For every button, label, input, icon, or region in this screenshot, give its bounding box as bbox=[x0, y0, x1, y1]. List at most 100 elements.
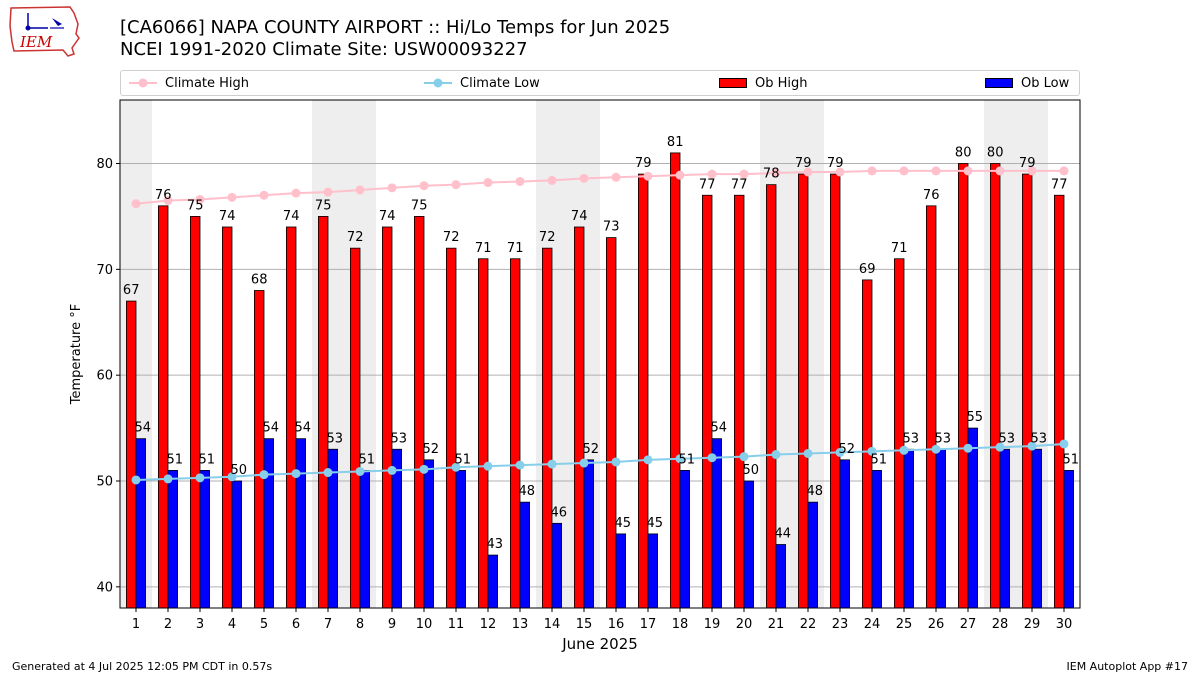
point-climate-low bbox=[547, 459, 557, 469]
y-tick-label: 70 bbox=[96, 263, 113, 278]
data-label-ob-high: 75 bbox=[411, 198, 428, 213]
x-tick-label: 2 bbox=[164, 617, 172, 632]
data-label-ob-low: 52 bbox=[423, 442, 440, 457]
x-tick-label: 30 bbox=[1056, 617, 1073, 632]
data-label-ob-high: 79 bbox=[827, 156, 844, 171]
data-label-ob-low: 54 bbox=[263, 421, 280, 436]
x-tick-label: 18 bbox=[672, 617, 689, 632]
point-climate-high bbox=[291, 188, 301, 198]
point-climate-low bbox=[131, 475, 141, 485]
data-label-ob-high: 68 bbox=[251, 273, 268, 288]
bar-ob-high bbox=[926, 205, 937, 609]
data-label-ob-high: 74 bbox=[283, 209, 300, 224]
x-tick-label: 3 bbox=[196, 617, 204, 632]
data-label-ob-low: 48 bbox=[807, 484, 824, 499]
footer-app: IEM Autoplot App #17 bbox=[1066, 660, 1189, 673]
bar-ob-high bbox=[574, 226, 585, 609]
bar-ob-low bbox=[295, 438, 307, 609]
x-tick-label: 14 bbox=[544, 617, 561, 632]
data-label-ob-low: 51 bbox=[679, 452, 696, 467]
point-climate-low bbox=[739, 452, 749, 462]
point-climate-high bbox=[771, 168, 781, 178]
data-label-ob-low: 51 bbox=[455, 452, 472, 467]
point-climate-high bbox=[259, 190, 269, 200]
point-climate-high bbox=[163, 196, 173, 206]
legend-item-climate-low: Climate Low bbox=[424, 74, 540, 92]
bar-ob-low bbox=[135, 438, 147, 609]
x-tick-label: 26 bbox=[928, 617, 945, 632]
x-tick-label: 9 bbox=[388, 617, 396, 632]
point-climate-low bbox=[291, 469, 301, 479]
data-label-ob-low: 53 bbox=[903, 431, 920, 446]
bar-ob-low bbox=[583, 459, 595, 609]
legend-swatch-ob-low bbox=[985, 78, 1013, 88]
point-climate-high bbox=[739, 169, 749, 179]
point-climate-high bbox=[451, 180, 461, 190]
point-climate-low bbox=[163, 474, 173, 484]
point-climate-low bbox=[259, 470, 269, 480]
bar-ob-high bbox=[702, 194, 713, 609]
bar-ob-low bbox=[231, 480, 243, 609]
bar-ob-low bbox=[359, 470, 371, 609]
x-tick-label: 6 bbox=[292, 617, 300, 632]
data-label-ob-low: 46 bbox=[551, 505, 568, 520]
data-label-ob-low: 51 bbox=[199, 452, 216, 467]
chart-subtitle: NCEI 1991-2020 Climate Site: USW00093227 bbox=[120, 39, 528, 60]
legend-swatch-ob-high bbox=[719, 78, 747, 88]
data-label-ob-low: 45 bbox=[615, 516, 632, 531]
point-climate-high bbox=[899, 166, 909, 176]
point-climate-high bbox=[995, 166, 1005, 176]
point-climate-low bbox=[515, 460, 525, 470]
point-climate-low bbox=[1059, 439, 1069, 449]
data-label-ob-high: 72 bbox=[539, 230, 556, 245]
data-label-ob-high: 76 bbox=[155, 188, 172, 203]
data-label-ob-low: 44 bbox=[775, 527, 792, 542]
data-label-ob-high: 76 bbox=[923, 188, 940, 203]
bar-ob-low bbox=[423, 459, 435, 609]
point-climate-low bbox=[643, 455, 653, 465]
data-label-ob-low: 52 bbox=[839, 442, 856, 457]
bar-ob-high bbox=[381, 226, 393, 609]
bar-ob-high bbox=[285, 226, 297, 609]
data-label-ob-low: 54 bbox=[711, 421, 728, 436]
y-tick-label: 50 bbox=[96, 475, 113, 490]
legend-label-ob-low: Ob Low bbox=[1021, 75, 1070, 91]
data-label-ob-high: 79 bbox=[635, 156, 652, 171]
data-label-ob-low: 51 bbox=[359, 452, 376, 467]
bar-ob-low bbox=[551, 522, 563, 609]
point-climate-low bbox=[355, 466, 365, 476]
point-climate-high bbox=[355, 185, 365, 195]
bar-ob-low bbox=[1031, 448, 1043, 609]
bar-ob-high bbox=[1022, 173, 1033, 609]
legend-item-ob-low: Ob Low bbox=[985, 74, 1069, 92]
data-label-ob-high: 72 bbox=[443, 230, 460, 245]
point-climate-low bbox=[323, 468, 333, 478]
x-tick-label: 29 bbox=[1024, 617, 1041, 632]
bar-ob-low bbox=[999, 448, 1011, 609]
point-climate-high bbox=[803, 167, 813, 177]
point-climate-low bbox=[227, 472, 237, 482]
data-label-ob-low: 53 bbox=[327, 431, 344, 446]
legend-label-climate-high: Climate High bbox=[165, 75, 250, 91]
bar-ob-low bbox=[615, 533, 627, 609]
chart-legend: Climate High Climate Low Ob High Ob Low bbox=[120, 70, 1080, 96]
data-label-ob-high: 77 bbox=[699, 177, 716, 192]
x-tick-label: 24 bbox=[864, 617, 881, 632]
data-label-ob-low: 50 bbox=[743, 463, 760, 478]
bar-ob-high bbox=[317, 216, 329, 609]
point-climate-low bbox=[963, 443, 973, 453]
point-climate-high bbox=[419, 181, 429, 191]
data-label-ob-high: 72 bbox=[347, 230, 364, 245]
point-climate-high bbox=[643, 171, 653, 181]
point-climate-low bbox=[899, 445, 909, 455]
point-climate-high bbox=[931, 166, 941, 176]
point-climate-high bbox=[1059, 166, 1069, 176]
bar-ob-high bbox=[958, 163, 969, 609]
x-tick-label: 23 bbox=[832, 617, 849, 632]
point-climate-low bbox=[611, 457, 621, 467]
data-label-ob-low: 53 bbox=[391, 431, 408, 446]
point-climate-low bbox=[771, 450, 781, 460]
data-label-ob-high: 67 bbox=[123, 283, 140, 298]
x-tick-label: 16 bbox=[608, 617, 625, 632]
data-label-ob-high: 79 bbox=[1019, 156, 1036, 171]
